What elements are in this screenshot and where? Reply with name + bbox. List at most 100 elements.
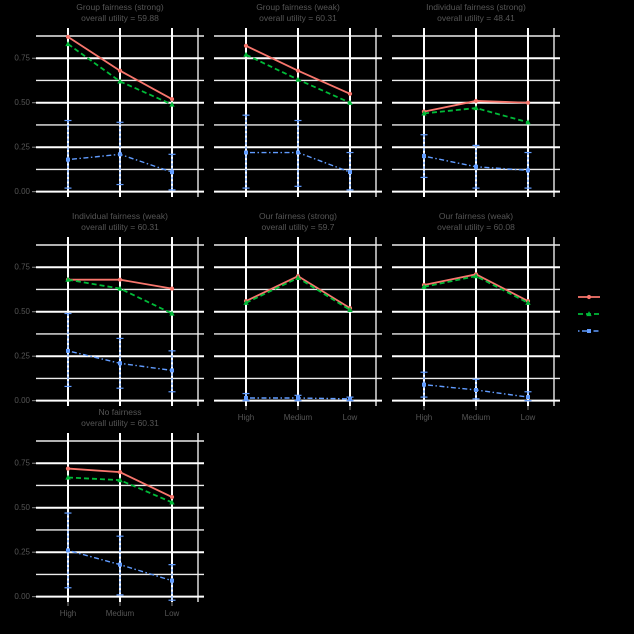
data-point-marker — [244, 395, 248, 400]
data-point-marker — [66, 157, 70, 162]
data-point-marker — [170, 368, 174, 373]
x-axis-tick-label: Medium — [462, 413, 491, 422]
data-point-marker — [525, 299, 531, 305]
plot-area — [392, 28, 560, 197]
data-point-marker — [243, 299, 249, 305]
data-point-marker — [525, 119, 531, 125]
panel-subtitle: overall utility = 48.41 — [437, 13, 515, 23]
panel-plot — [392, 28, 560, 197]
data-point-marker — [526, 395, 530, 400]
facet-panel-our-fairness-weak: Our fairness (weak) overall utility = 60… — [364, 211, 568, 427]
panel-subtitle: overall utility = 59.88 — [81, 13, 159, 23]
legend-key-red-line — [578, 294, 600, 299]
data-point-marker — [65, 466, 71, 471]
data-point-marker — [296, 150, 300, 155]
data-point-marker — [65, 474, 71, 480]
y-axis-tick-label: 0.50 — [14, 98, 30, 107]
panel-plot: 0.75 0.50 0.25 0.00 — [14, 237, 204, 406]
facet-panel-group-fairness-strong: Group fairness (strong) overall utility … — [8, 2, 212, 218]
data-point-marker — [65, 41, 71, 47]
data-point-marker — [117, 470, 123, 475]
legend — [576, 288, 632, 339]
data-point-marker — [65, 34, 71, 39]
y-axis-tick-label: 0.50 — [14, 307, 30, 316]
data-point-marker — [586, 310, 592, 316]
data-point-marker — [118, 562, 122, 567]
data-point-marker — [525, 100, 531, 105]
plot-area: High Medium Low — [214, 237, 382, 422]
y-axis-tick-label: 0.50 — [14, 503, 30, 512]
data-point-marker — [422, 154, 426, 159]
data-point-marker — [348, 170, 352, 175]
y-axis-tick-label: 0.25 — [14, 548, 30, 557]
facet-panel-individual-fairness-strong: Individual fairness (strong) overall uti… — [364, 2, 568, 218]
data-point-marker — [66, 548, 70, 553]
y-axis-tick-label: 0.00 — [14, 396, 30, 405]
data-point-marker — [117, 277, 123, 282]
data-point-marker — [348, 396, 352, 401]
plot-area: 0.75 0.50 0.25 0.00 — [14, 237, 204, 406]
panel-subtitle: overall utility = 60.31 — [259, 13, 337, 23]
legend-item-green — [576, 305, 632, 322]
data-point-marker — [243, 51, 249, 57]
data-point-marker — [421, 110, 427, 116]
panel-title: Individual fairness (weak) — [72, 211, 168, 221]
legend-item-blue — [576, 322, 632, 339]
data-point-marker — [474, 387, 478, 392]
data-point-marker — [170, 578, 174, 583]
x-axis-tick-label: Medium — [106, 609, 135, 618]
panel-subtitle: overall utility = 60.08 — [437, 222, 515, 232]
data-point-marker — [169, 286, 175, 291]
data-point-marker — [586, 294, 592, 299]
data-point-marker — [473, 273, 479, 279]
data-point-marker — [473, 105, 479, 111]
data-point-marker — [169, 494, 175, 500]
data-point-marker — [295, 76, 301, 82]
y-axis-tick-label: 0.75 — [14, 54, 30, 63]
green-series-line — [423, 275, 529, 304]
y-axis-tick-label: 0.25 — [14, 352, 30, 361]
panel-plot: 0.75 0.50 0.25 0.00 High Medium Low — [14, 433, 204, 618]
data-point-marker — [347, 99, 353, 105]
data-point-marker — [169, 310, 175, 316]
x-axis-tick-label: High — [416, 413, 432, 422]
panel-title: Group fairness (strong) — [76, 2, 164, 12]
x-axis-tick-label: Low — [343, 413, 358, 422]
data-point-marker — [243, 43, 249, 48]
x-axis-tick-label: High — [238, 413, 254, 422]
panel-title: Our fairness (weak) — [438, 211, 514, 221]
y-axis-tick-label: 0.75 — [14, 459, 30, 468]
data-point-marker — [117, 78, 123, 84]
x-axis-tick-label: Medium — [284, 413, 313, 422]
legend-key-blue-line — [578, 328, 600, 333]
data-point-marker — [170, 170, 174, 175]
panel-subtitle: overall utility = 60.31 — [81, 418, 159, 428]
y-axis-tick-label: 0.75 — [14, 263, 30, 272]
x-axis-tick-label: Low — [165, 609, 180, 618]
data-point-marker — [169, 101, 175, 107]
data-point-marker — [66, 348, 70, 353]
plot-area — [214, 28, 382, 197]
data-point-marker — [296, 395, 300, 400]
data-point-marker — [118, 152, 122, 157]
panel-plot: 0.75 0.50 0.25 0.00 — [14, 28, 204, 197]
data-point-marker — [526, 168, 530, 173]
panel-plot: High Medium Low — [214, 237, 382, 422]
data-point-marker — [347, 91, 353, 96]
plot-area: High Medium Low — [392, 237, 560, 422]
data-point-marker — [474, 164, 478, 169]
panel-title: Group fairness (weak) — [256, 2, 340, 12]
panel-subtitle: overall utility = 60.31 — [81, 222, 159, 232]
data-point-marker — [117, 68, 123, 73]
data-point-marker — [422, 382, 426, 387]
y-axis-tick-label: 0.25 — [14, 143, 30, 152]
data-point-marker — [118, 361, 122, 366]
data-point-marker — [169, 97, 175, 102]
x-axis-tick-label: High — [60, 609, 76, 618]
facet-panel-no-fairness: No fairness overall utility = 60.31 0.75… — [8, 407, 212, 623]
panel-plot — [214, 28, 382, 197]
legend-key-green-line — [578, 310, 600, 316]
data-point-marker — [295, 68, 301, 73]
facet-panel-individual-fairness-weak: Individual fairness (weak) overall utili… — [8, 211, 212, 427]
